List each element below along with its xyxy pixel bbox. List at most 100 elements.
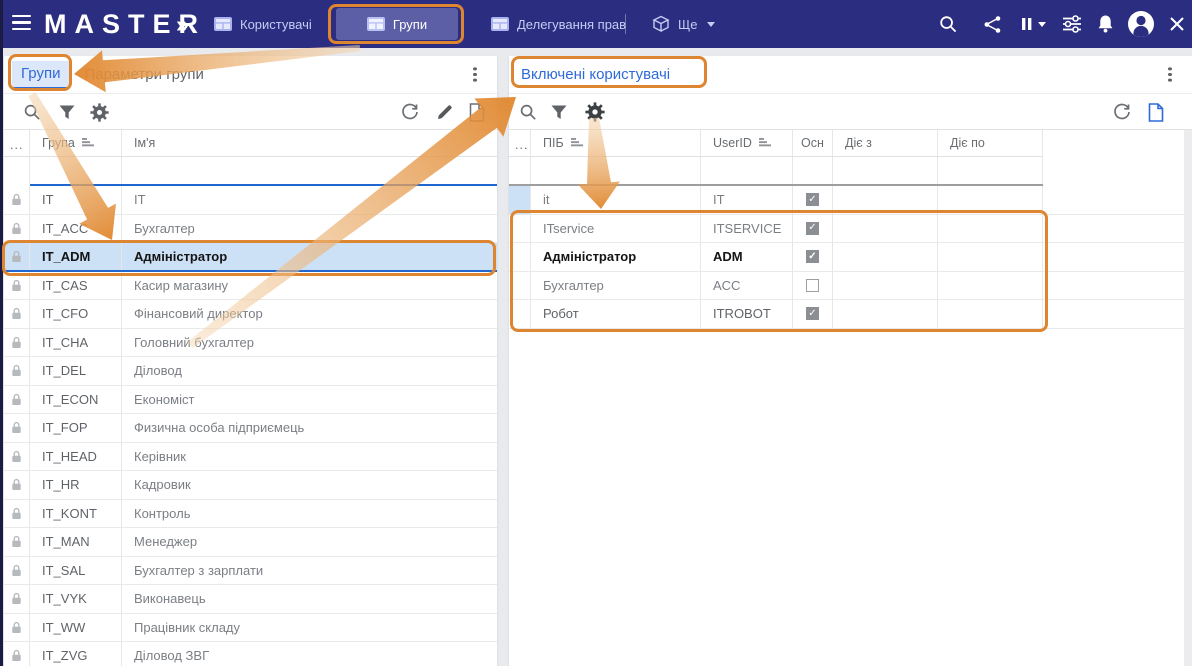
user-row[interactable]: Бухгалтер ACC [509, 271, 1192, 300]
group-row[interactable]: IT_MAN Менеджер [4, 528, 497, 557]
group-row[interactable]: IT_WW Працівник складу [4, 613, 497, 642]
group-row[interactable]: IT_KONT Контроль [4, 499, 497, 528]
pause-dropdown-icon[interactable] [1016, 12, 1052, 36]
user-id-cell: ITSERVICE [701, 214, 793, 242]
filter-cell[interactable] [531, 157, 701, 184]
edit-icon[interactable] [432, 100, 456, 124]
refresh-icon[interactable] [398, 100, 422, 124]
tab-label: Делегування прав [517, 16, 627, 32]
main-checkbox[interactable] [806, 221, 819, 235]
group-row[interactable]: IT IT [4, 186, 497, 215]
kebab-menu-icon[interactable] [466, 66, 484, 84]
groups-filter-row[interactable] [4, 157, 497, 184]
lock-cell [4, 414, 30, 442]
refresh-icon[interactable] [1110, 100, 1134, 124]
group-code-cell: IT_VYK [30, 585, 122, 613]
panel-tab-group-params[interactable]: Параметри групи [84, 66, 204, 83]
user-row[interactable]: it IT [509, 186, 1192, 215]
column-header-main[interactable]: Осн [793, 130, 833, 157]
account-icon[interactable] [1127, 10, 1155, 38]
panel-tab-groups[interactable]: Групи [12, 60, 70, 89]
chevron-down-icon [707, 21, 716, 27]
main-checkbox[interactable] [806, 278, 819, 292]
group-row[interactable]: IT_ECON Економіст [4, 385, 497, 414]
included-users-header: Включені користувачі [509, 56, 1192, 94]
panel-title-included-users[interactable]: Включені користувачі [521, 66, 671, 83]
users-table-body: itITITserviceITSERVICEАдміністраторADMБу… [509, 186, 1192, 329]
settings-icon[interactable] [583, 100, 607, 124]
tab-delegation[interactable]: Делегування прав [477, 8, 640, 40]
row-indicator-cell [509, 243, 531, 271]
column-header-name[interactable]: Ім'я [122, 130, 497, 157]
column-header-userid[interactable]: UserID [701, 130, 793, 157]
settings-icon[interactable] [87, 100, 111, 124]
column-header-valid-to[interactable]: Діє по [938, 130, 1043, 157]
kebab-menu-icon[interactable] [1161, 66, 1179, 84]
filter-cell[interactable] [833, 157, 938, 184]
search-icon[interactable] [936, 12, 960, 36]
close-icon[interactable] [1165, 12, 1189, 36]
user-row[interactable]: ITservice ITSERVICE [509, 214, 1192, 243]
groups-table-body: IT IT IT_ACC Бухгалтер IT_ADM Адміністратор IT… [4, 186, 497, 666]
column-header-rownum[interactable]: ... [509, 130, 531, 157]
user-row[interactable]: Робот ITROBOT [509, 300, 1192, 329]
group-name-cell: Діловод [134, 363, 182, 379]
users-filter-row[interactable] [509, 157, 1192, 184]
search-icon[interactable] [516, 100, 540, 124]
group-row[interactable]: IT_CFO Фінансовий директор [4, 300, 497, 329]
group-row[interactable]: IT_HR Кадровик [4, 471, 497, 500]
group-row[interactable]: IT_DEL Діловод [4, 357, 497, 386]
group-row[interactable]: IT_SAL Бухгалтер з зарплати [4, 556, 497, 585]
group-code-cell: IT_DEL [30, 357, 122, 385]
filter-icon[interactable] [547, 100, 571, 124]
user-row[interactable]: Адміністратор ADM [509, 243, 1192, 272]
column-header-pib[interactable]: ПІБ [531, 130, 701, 157]
tab-groups[interactable]: Групи [336, 8, 458, 40]
column-header-rownum[interactable]: ... [4, 130, 30, 157]
user-id-cell: ACC [701, 271, 793, 299]
filter-cell[interactable] [30, 157, 122, 184]
document-icon[interactable] [465, 100, 489, 124]
group-row[interactable]: IT_ZVG Діловод ЗВГ [4, 642, 497, 666]
vertical-scrollbar[interactable] [1184, 130, 1192, 666]
group-code-cell: IT [30, 186, 122, 214]
document-icon[interactable] [1144, 100, 1168, 124]
table-icon [491, 17, 509, 31]
filter-cell[interactable] [701, 157, 793, 184]
filter-cell[interactable] [938, 157, 1043, 184]
group-row[interactable]: IT_CHA Головний бухгалтер [4, 328, 497, 357]
more-menu[interactable]: Ще [638, 8, 729, 40]
lock-cell [4, 642, 30, 666]
lock-cell [4, 528, 30, 556]
main-checkbox[interactable] [806, 250, 819, 264]
group-row[interactable]: IT_ACC Бухгалтер [4, 214, 497, 243]
user-id-cell: ITROBOT [701, 300, 793, 328]
tune-icon[interactable] [1060, 12, 1084, 36]
search-icon[interactable] [20, 100, 44, 124]
group-code-cell: IT_CFO [30, 300, 122, 328]
group-row[interactable]: IT_ADM Адміністратор [4, 243, 497, 272]
notifications-icon[interactable] [1093, 12, 1117, 36]
filter-icon[interactable] [55, 100, 79, 124]
group-row[interactable]: IT_FOP Физична особа підприємець [4, 414, 497, 443]
main-checkbox-cell [793, 300, 833, 328]
group-name-cell: Касир магазину [134, 277, 229, 293]
main-checkbox[interactable] [806, 307, 819, 321]
lock-icon [12, 308, 21, 320]
row-indicator-cell [509, 300, 531, 328]
row-indicator-cell [509, 214, 531, 242]
menu-icon[interactable] [12, 15, 31, 31]
filter-cell[interactable] [793, 157, 833, 184]
tab-users[interactable]: Користувачі [200, 8, 326, 40]
main-checkbox[interactable] [806, 193, 819, 207]
filter-cell[interactable] [122, 157, 497, 184]
group-row[interactable]: IT_CAS Касир магазину [4, 271, 497, 300]
share-icon[interactable] [980, 12, 1004, 36]
column-header-group[interactable]: Група [30, 130, 122, 157]
column-header-valid-from[interactable]: Діє з [833, 130, 938, 157]
group-name-cell: Бухгалтер [134, 220, 195, 236]
group-row[interactable]: IT_VYK Виконавець [4, 585, 497, 614]
table-icon [366, 17, 385, 31]
group-row[interactable]: IT_HEAD Керівник [4, 442, 497, 471]
lock-cell [4, 471, 30, 499]
